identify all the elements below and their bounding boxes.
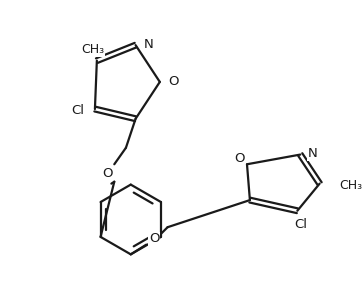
Text: O: O [102, 168, 113, 181]
Text: CH₃: CH₃ [82, 44, 104, 57]
Text: CH₃: CH₃ [339, 179, 362, 192]
Text: N: N [308, 147, 318, 160]
Text: O: O [149, 232, 159, 245]
Text: O: O [169, 76, 179, 88]
Text: O: O [234, 152, 245, 165]
Text: Cl: Cl [71, 104, 84, 117]
Text: N: N [143, 38, 153, 51]
Text: Cl: Cl [294, 218, 307, 231]
